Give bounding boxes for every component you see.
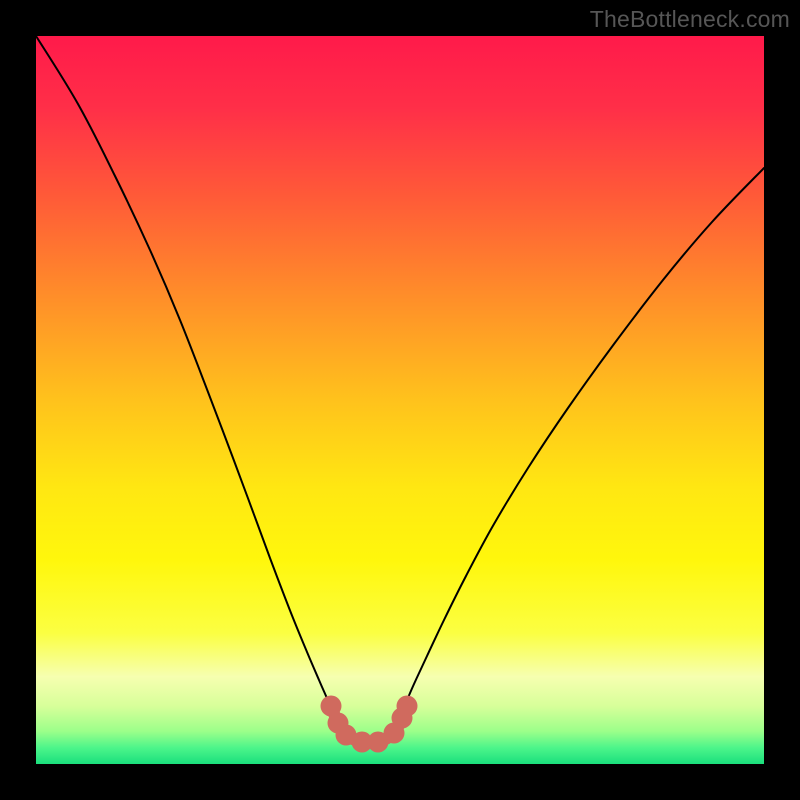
watermark-text: TheBottleneck.com xyxy=(590,6,790,33)
chart-container: TheBottleneck.com xyxy=(0,0,800,800)
bottleneck-chart xyxy=(0,0,800,800)
trough-node xyxy=(397,696,418,717)
plot-background xyxy=(36,36,764,764)
